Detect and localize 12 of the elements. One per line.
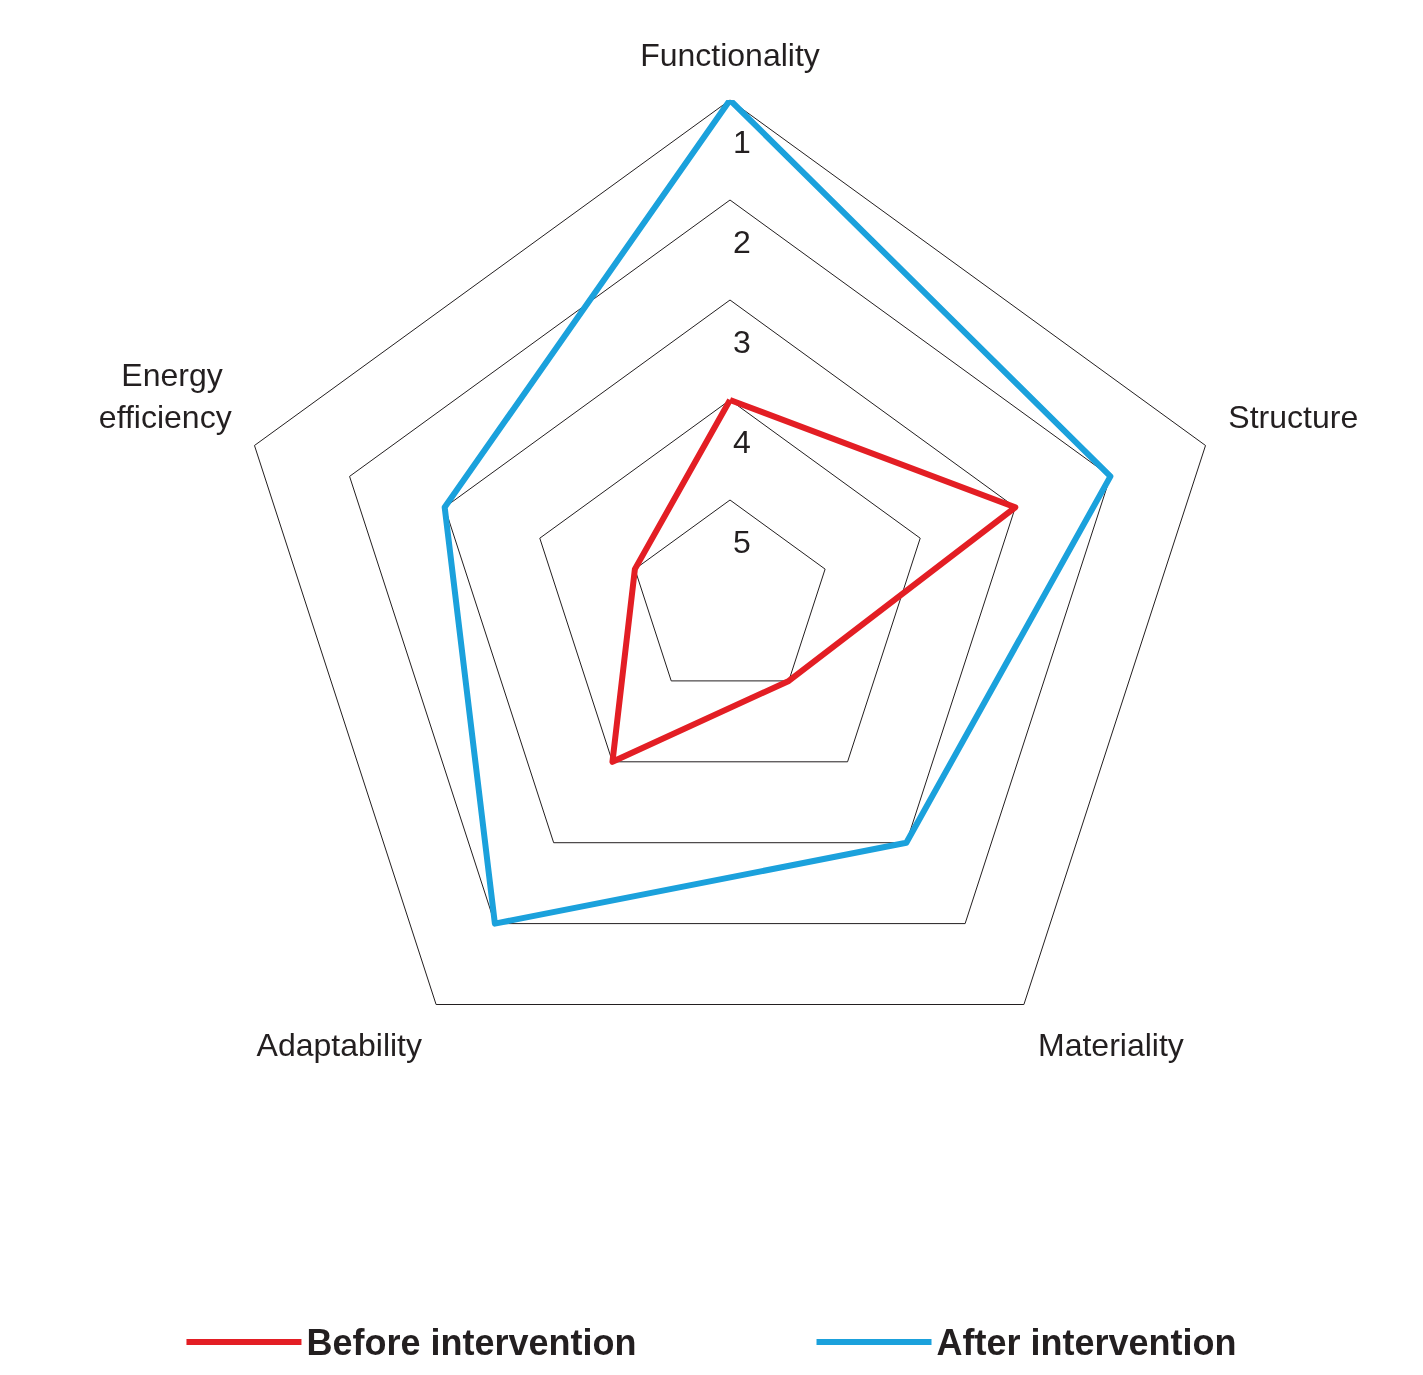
y-tick-label: 5 [733, 524, 751, 560]
legend-label: After intervention [936, 1321, 1237, 1363]
y-tick-label: 4 [733, 424, 751, 460]
spoke-label: Structure [1228, 399, 1359, 436]
spoke-label: Materiality [1038, 1026, 1184, 1063]
y-tick-label: 2 [733, 224, 751, 260]
legend-label: Before intervention [306, 1321, 637, 1363]
y-tick-label: 1 [733, 124, 751, 160]
y-tick-label: 3 [733, 324, 751, 360]
spoke-label: Adaptability [256, 1026, 422, 1063]
spoke-label: Energy efficiency [98, 357, 232, 436]
spoke-label: Functionality [640, 37, 820, 73]
